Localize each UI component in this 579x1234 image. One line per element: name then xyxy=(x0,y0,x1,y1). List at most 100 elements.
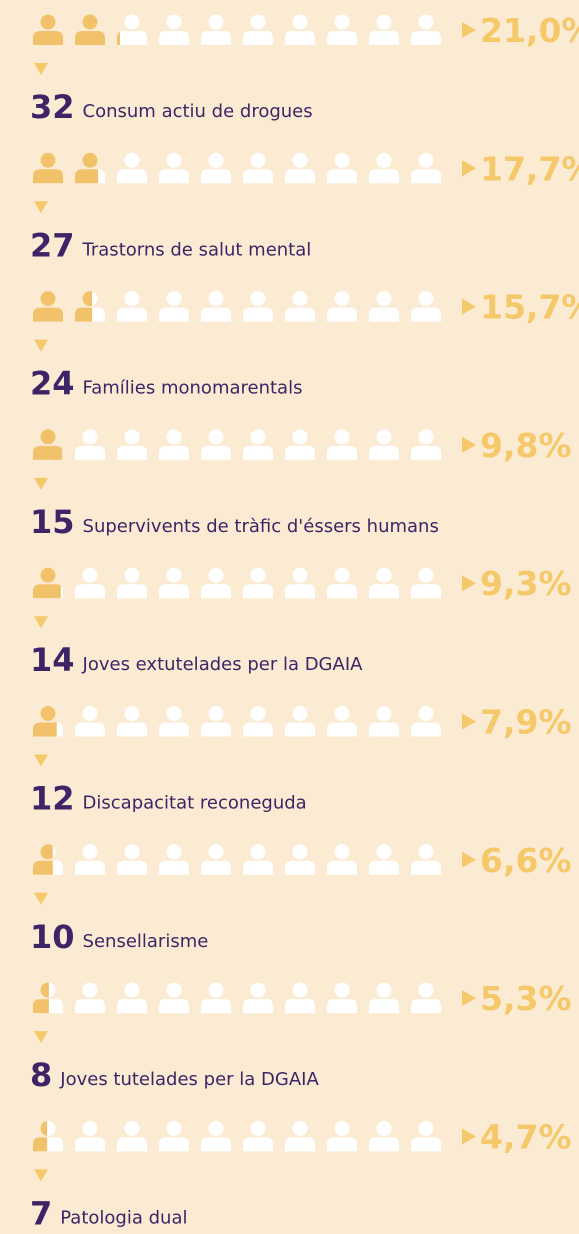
icon-empty xyxy=(327,152,357,184)
icon-empty xyxy=(327,291,357,322)
icon-empty xyxy=(159,14,189,45)
icon-empty xyxy=(75,706,105,737)
icon-empty xyxy=(285,844,315,875)
icon-empty xyxy=(285,982,315,1014)
icon-empty xyxy=(117,291,147,322)
icon-empty xyxy=(285,1120,315,1152)
arrow xyxy=(462,1128,476,1145)
arrow-down xyxy=(34,201,48,214)
value-label: 6,6% xyxy=(480,841,572,880)
icon-empty xyxy=(75,982,105,1014)
arrow-down xyxy=(34,339,48,352)
icon-empty xyxy=(327,844,357,875)
icon-empty xyxy=(369,982,399,1014)
icon-fill xyxy=(33,429,63,460)
icon-empty xyxy=(201,706,231,737)
icon-empty xyxy=(369,1120,399,1152)
icon-empty xyxy=(117,152,147,184)
icon-empty xyxy=(75,1120,105,1152)
icon-empty xyxy=(201,844,231,875)
arrow-down xyxy=(34,1031,48,1044)
icon-empty xyxy=(411,567,441,599)
icon-empty xyxy=(75,429,105,460)
icon-empty xyxy=(369,291,399,322)
icon-empty xyxy=(201,291,231,322)
icon-fill xyxy=(75,152,99,184)
icon-empty xyxy=(369,152,399,184)
category-label: Trastorns de salut mental xyxy=(82,239,312,260)
icon-empty xyxy=(117,567,147,599)
icon-empty xyxy=(285,14,315,45)
icon-empty xyxy=(243,291,273,322)
category-label: Patologia dual xyxy=(60,1207,187,1228)
icon-fill xyxy=(33,14,63,45)
icon-empty xyxy=(411,429,441,460)
arrow xyxy=(462,436,476,453)
count: 32 xyxy=(30,88,75,126)
category-label: Sensellarisme xyxy=(83,931,209,952)
icon-empty xyxy=(327,982,357,1014)
icon-empty xyxy=(201,567,231,599)
icon-fill xyxy=(33,844,53,875)
icon-empty xyxy=(327,14,357,45)
icon-empty xyxy=(75,567,105,599)
icon-empty xyxy=(411,291,441,322)
icon-empty xyxy=(159,844,189,875)
arrow xyxy=(462,851,476,868)
value-label: 15,7% xyxy=(480,288,579,327)
icon-empty xyxy=(243,844,273,875)
icon-empty xyxy=(285,152,315,184)
icon-empty xyxy=(159,291,189,322)
icon-empty xyxy=(75,844,105,875)
icon-empty xyxy=(411,152,441,184)
arrow-down xyxy=(34,477,48,490)
category-label: Famílies monomarentals xyxy=(83,378,303,399)
icon-empty xyxy=(159,567,189,599)
arrow-down xyxy=(34,1169,48,1182)
value-label: 4,7% xyxy=(480,1117,572,1156)
icon-fill xyxy=(33,706,57,737)
value-label: 17,7% xyxy=(480,149,579,188)
icon-empty xyxy=(327,567,357,599)
icon-empty xyxy=(117,14,147,45)
count: 14 xyxy=(30,641,75,679)
arrow xyxy=(462,713,476,730)
icon-fill xyxy=(33,982,49,1014)
icon-empty xyxy=(159,429,189,460)
icon-empty xyxy=(243,567,273,599)
icon-empty xyxy=(411,706,441,737)
icon-empty xyxy=(201,152,231,184)
icon-empty xyxy=(369,567,399,599)
icon-empty xyxy=(201,982,231,1014)
icon-empty xyxy=(243,706,273,737)
icon-empty xyxy=(369,429,399,460)
arrow-down xyxy=(34,63,48,75)
icon-empty xyxy=(369,706,399,737)
category-label: Joves tutelades per la DGAIA xyxy=(59,1069,319,1090)
icon-empty xyxy=(285,706,315,737)
icon-empty xyxy=(159,706,189,737)
icon-empty xyxy=(285,291,315,322)
icon-empty xyxy=(117,982,147,1014)
icon-empty xyxy=(117,1120,147,1152)
icon-empty xyxy=(411,1120,441,1152)
arrow xyxy=(462,298,476,315)
icon-empty xyxy=(369,14,399,45)
icon-empty xyxy=(327,429,357,460)
count: 8 xyxy=(30,1056,52,1094)
arrow xyxy=(462,160,476,177)
value-label: 5,3% xyxy=(480,979,572,1018)
icon-empty xyxy=(285,429,315,460)
value-label: 9,3% xyxy=(480,564,572,603)
icon-fill xyxy=(33,567,61,599)
count: 15 xyxy=(30,503,75,541)
arrow xyxy=(462,990,476,1007)
value-label: 7,9% xyxy=(480,703,572,742)
arrow-down xyxy=(34,892,48,905)
icon-empty xyxy=(369,844,399,875)
count: 12 xyxy=(30,780,75,818)
category-label: Joves extutelades per la DGAIA xyxy=(82,654,364,675)
icon-empty xyxy=(159,152,189,184)
icon-empty xyxy=(327,706,357,737)
